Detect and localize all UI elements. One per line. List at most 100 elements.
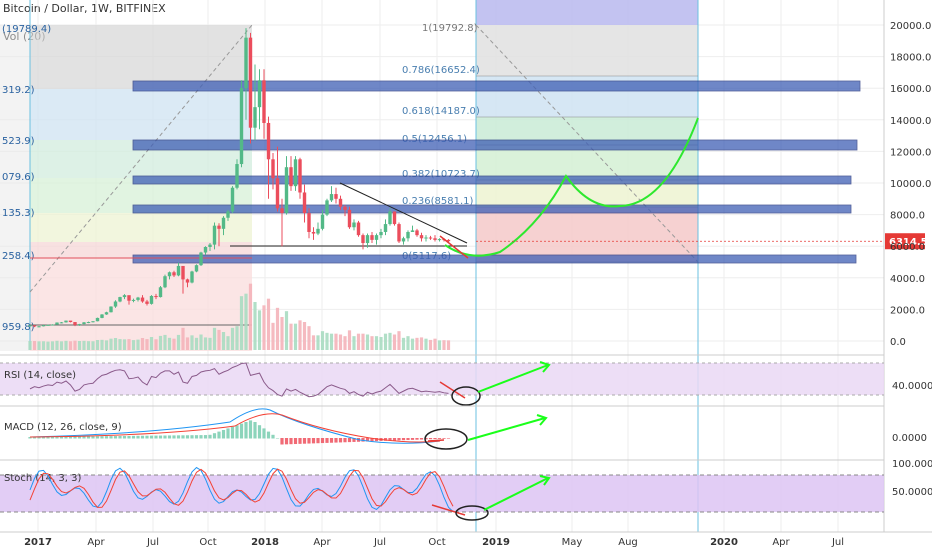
volume-bar	[208, 337, 212, 350]
stoch-circle	[455, 505, 489, 521]
candle-body	[293, 159, 298, 187]
macd-histogram-bar	[199, 435, 203, 439]
macd-signal-line	[29, 413, 441, 443]
macd-histogram-bar	[433, 438, 437, 440]
volume-bar	[181, 327, 185, 350]
volume-bar	[316, 335, 320, 350]
volume-bar	[37, 341, 41, 350]
volume-bar	[104, 340, 109, 350]
candle-body	[136, 297, 140, 300]
price-tick-label: 20000.0	[890, 21, 931, 32]
volume-bar	[374, 336, 379, 350]
volume-bar	[127, 339, 131, 350]
fib-trend-line	[29, 24, 253, 293]
candle-body	[289, 167, 293, 187]
rsi-band	[0, 363, 884, 395]
volume-bar	[253, 302, 257, 350]
candle-body	[113, 301, 118, 307]
stoch-d-line	[29, 468, 454, 508]
macd-histogram-bar	[266, 431, 271, 439]
candle-body	[298, 159, 302, 193]
volume-bar	[262, 305, 266, 350]
macd-histogram-bar	[446, 438, 451, 439]
candle-body	[64, 320, 68, 323]
macd-histogram-bar	[41, 436, 46, 439]
volume-bar	[293, 323, 298, 350]
volume-bar	[361, 333, 365, 350]
candle-body	[199, 252, 203, 266]
macd-tick-label: 0.0000	[892, 433, 927, 444]
fib-level-label: 0.236(8581.1)	[402, 196, 474, 207]
candle-body	[437, 239, 442, 241]
macd-histogram-bar	[343, 438, 347, 443]
candle-body	[248, 37, 253, 128]
volume-bar	[311, 335, 316, 350]
volume-bar	[320, 331, 325, 350]
time-tick-label: Jul	[831, 537, 844, 548]
candle-body	[104, 312, 109, 315]
volume-bar	[140, 338, 145, 350]
macd-histogram-bar	[338, 438, 343, 443]
volume-bar	[392, 334, 397, 350]
volume-bar	[424, 338, 428, 350]
macd-histogram-bar	[235, 425, 239, 439]
price-tick-label: 10000.0	[890, 179, 931, 190]
macd-histogram-bar	[392, 438, 397, 441]
candle-body	[109, 306, 113, 313]
fib-left-label: 135.3)	[2, 208, 35, 219]
price-tick-label: 16000.0	[890, 84, 931, 95]
volume-bar	[370, 336, 374, 350]
volume-bar	[212, 327, 217, 350]
macd-histogram-bar	[293, 438, 298, 445]
volume-bar	[185, 337, 190, 350]
volume-bar	[289, 323, 293, 350]
rsi-red-arrow	[439, 381, 466, 399]
macd-histogram-bar	[163, 435, 167, 439]
fib-left-label: 258.4)	[2, 251, 35, 262]
stoch-green-arrowhead	[539, 475, 551, 486]
macd-histogram-bar	[352, 438, 356, 442]
fib-left-label: 959.8)	[2, 322, 35, 333]
macd-histogram-bar	[302, 438, 307, 444]
candle-body	[127, 295, 131, 301]
macd-histogram-bar	[361, 438, 365, 442]
volume-bar	[154, 339, 158, 350]
volume-bar	[347, 330, 352, 350]
candle-body	[262, 80, 266, 123]
candle-body	[361, 235, 365, 244]
candle-body	[383, 224, 388, 232]
time-tick-label: Oct	[199, 537, 216, 548]
volume-bar	[226, 336, 230, 350]
candle-body	[172, 272, 176, 276]
rsi-title: RSI (14, close)	[4, 370, 76, 381]
macd-histogram-bar	[347, 438, 352, 443]
volume-bar	[271, 322, 275, 350]
volume-bar	[397, 331, 401, 350]
volume-bar	[100, 339, 104, 350]
volume-bar	[64, 340, 68, 350]
macd-histogram-bar	[122, 435, 127, 439]
volume-bar	[41, 341, 46, 350]
volume-bar	[217, 329, 221, 350]
macd-histogram-bar	[212, 433, 217, 439]
fib-zone-right	[476, 145, 698, 180]
time-tick-label: Oct	[428, 537, 445, 548]
macd-histogram-bar	[113, 436, 118, 439]
fib-level-label: 0.5(12456.1)	[402, 134, 467, 145]
candle-body	[230, 187, 235, 212]
volume-bar	[122, 339, 127, 350]
macd-histogram-bar	[217, 431, 221, 439]
candle-body	[446, 239, 451, 242]
candle-body	[149, 295, 154, 304]
candle-body	[167, 272, 172, 277]
macd-histogram-bar	[172, 435, 176, 439]
candle-body	[32, 325, 37, 327]
candle-body	[203, 246, 208, 253]
candle-body	[280, 208, 284, 214]
volume-bar	[329, 333, 334, 350]
macd-histogram-bar	[406, 438, 410, 441]
price-tick-label: 0.0	[890, 337, 906, 348]
macd-histogram-bar	[320, 438, 325, 444]
candle-body	[311, 231, 316, 234]
